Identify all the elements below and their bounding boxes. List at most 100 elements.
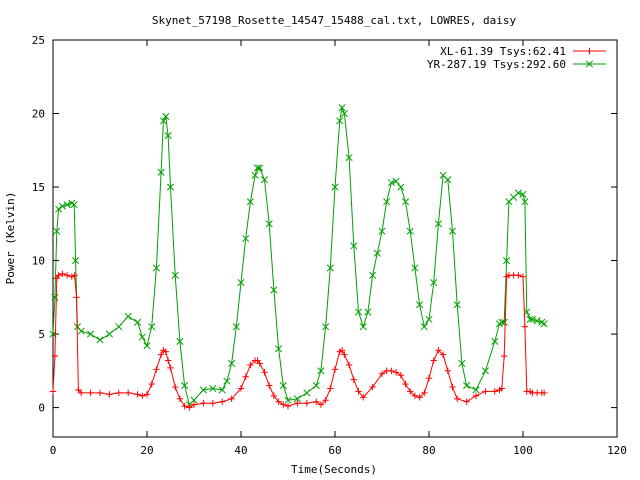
- data-point: [68, 273, 75, 280]
- data-point: [449, 383, 456, 391]
- data-point: [406, 227, 414, 235]
- series-line: [52, 105, 545, 406]
- data-point: [540, 320, 548, 328]
- data-point: [435, 347, 442, 354]
- data-point: [164, 357, 172, 364]
- data-point: [53, 227, 61, 235]
- data-point: [360, 394, 367, 401]
- data-point: [521, 323, 529, 330]
- data-point: [228, 395, 235, 402]
- data-point: [246, 198, 254, 206]
- data-point: [378, 370, 386, 377]
- x-axis-label: Time(Seconds): [291, 463, 377, 476]
- data-point: [152, 264, 160, 272]
- data-point: [392, 177, 400, 185]
- data-point: [444, 367, 451, 375]
- x-tick-label: 0: [50, 444, 57, 457]
- data-point: [181, 381, 189, 390]
- series-1: [49, 104, 548, 409]
- data-point: [172, 383, 179, 391]
- data-point: [402, 380, 409, 388]
- data-point: [350, 242, 358, 250]
- data-point: [96, 389, 104, 397]
- data-point: [124, 312, 132, 320]
- data-point: [430, 279, 438, 287]
- data-point: [521, 198, 529, 206]
- y-tick-label: 20: [32, 108, 45, 121]
- data-point: [350, 376, 357, 383]
- data-point: [515, 272, 522, 279]
- data-point: [425, 315, 433, 323]
- data-point: [420, 323, 428, 331]
- data-point: [256, 360, 263, 367]
- data-point: [458, 359, 466, 368]
- data-point: [341, 351, 348, 358]
- y-axis-label: Power (Kelvin): [4, 192, 17, 285]
- data-point: [369, 271, 377, 279]
- data-point: [78, 389, 85, 397]
- data-point: [159, 117, 168, 125]
- data-point: [453, 301, 461, 309]
- series-layer: [49, 104, 548, 411]
- data-point: [387, 179, 395, 187]
- data-point: [519, 273, 527, 280]
- data-point: [232, 323, 240, 331]
- data-point: [322, 397, 329, 404]
- series-0: [49, 270, 548, 411]
- data-point: [167, 364, 174, 372]
- data-point: [153, 366, 160, 373]
- data-point: [219, 398, 226, 405]
- data-point: [416, 394, 423, 401]
- data-point: [411, 264, 419, 272]
- data-point: [327, 385, 334, 392]
- data-point: [472, 392, 480, 400]
- data-point: [73, 294, 80, 301]
- data-point: [472, 386, 480, 394]
- y-tick-label: 10: [32, 255, 45, 268]
- data-point: [501, 352, 508, 360]
- data-point: [340, 109, 348, 118]
- data-point: [364, 308, 372, 316]
- data-point: [270, 392, 278, 400]
- data-point: [338, 104, 346, 112]
- legend-label: XL-61.39 Tsys:62.41: [440, 45, 566, 58]
- data-point: [284, 402, 292, 410]
- data-point: [354, 308, 363, 316]
- data-point: [242, 373, 249, 380]
- data-point: [143, 391, 151, 398]
- data-point: [528, 315, 536, 323]
- data-point: [59, 270, 66, 277]
- data-point: [425, 374, 433, 382]
- data-point: [164, 132, 172, 140]
- data-point: [411, 392, 419, 400]
- data-point: [253, 164, 262, 172]
- y-tick-label: 15: [32, 181, 45, 194]
- data-point: [162, 348, 169, 355]
- data-point: [331, 366, 339, 373]
- data-point: [448, 227, 457, 235]
- data-point: [115, 323, 123, 331]
- data-point: [251, 171, 259, 179]
- data-point: [279, 381, 287, 390]
- data-point: [369, 383, 376, 391]
- plot-border: [52, 39, 618, 438]
- data-point: [209, 384, 217, 393]
- data-point: [265, 220, 273, 228]
- data-point: [482, 388, 489, 395]
- data-point: [439, 351, 447, 358]
- data-point: [275, 345, 283, 353]
- data-point: [317, 367, 325, 375]
- data-point: [331, 183, 339, 191]
- data-point: [326, 264, 334, 272]
- x-tick-label: 80: [422, 444, 435, 457]
- data-point: [383, 198, 391, 206]
- data-point: [261, 369, 268, 376]
- data-point: [526, 315, 534, 323]
- data-point: [148, 323, 156, 331]
- data-point: [139, 392, 146, 400]
- y-tick-label: 0: [38, 402, 45, 415]
- data-point: [481, 367, 489, 375]
- data-point: [284, 396, 292, 404]
- data-point: [434, 220, 442, 228]
